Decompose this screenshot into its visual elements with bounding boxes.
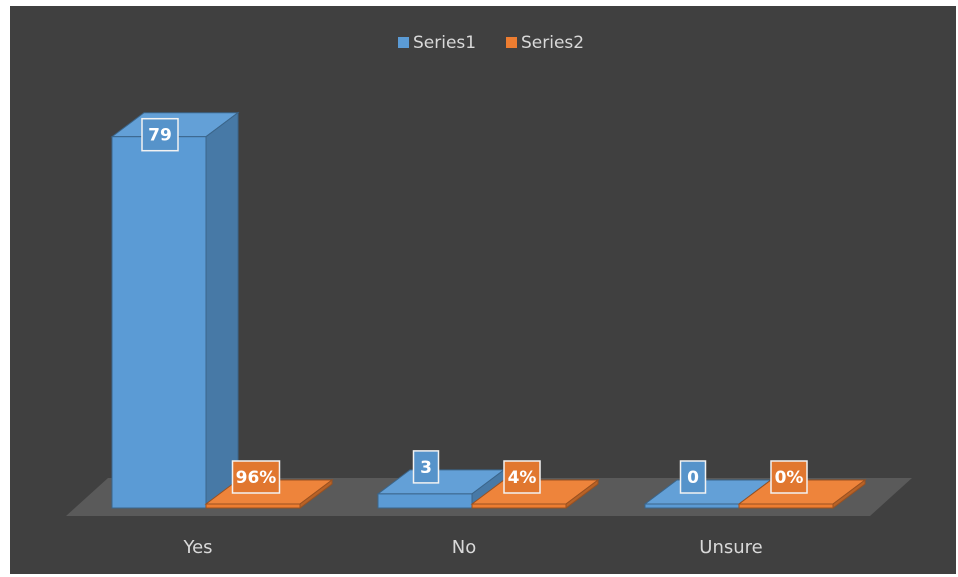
data-label-series2-no: 4%	[503, 460, 541, 494]
legend-swatch	[398, 37, 409, 48]
legend-item-series1: Series1	[398, 33, 476, 53]
bar-series1-no	[376, 468, 506, 509]
legend: Series1 Series2	[398, 33, 584, 53]
data-label-series2-yes: 96%	[231, 460, 281, 494]
svg-text:96%: 96%	[236, 468, 277, 488]
data-label-series1-no: 3	[412, 450, 440, 484]
svg-text:0: 0	[687, 468, 699, 488]
legend-swatch	[506, 37, 517, 48]
bars	[110, 111, 867, 509]
svg-text:3: 3	[420, 458, 432, 478]
data-label-series1-unsure: 0	[679, 460, 707, 494]
data-label-series1-yes: 79	[141, 117, 179, 152]
category-label-unsure: Unsure	[699, 537, 762, 558]
bar-series1-yes	[110, 111, 240, 509]
svg-text:79: 79	[148, 126, 172, 146]
category-label-no: No	[452, 537, 476, 558]
svg-text:4%: 4%	[508, 468, 537, 488]
legend-label: Series1	[413, 33, 476, 53]
legend-item-series2: Series2	[506, 33, 584, 53]
category-label-yes: Yes	[182, 537, 212, 558]
category-axis: Yes No Unsure	[182, 537, 762, 558]
legend-label: Series2	[521, 33, 584, 53]
svg-text:0%: 0%	[775, 468, 804, 488]
data-labels: 79 96% 3 4% 0 0%	[141, 117, 808, 494]
data-label-series2-unsure: 0%	[770, 460, 808, 494]
